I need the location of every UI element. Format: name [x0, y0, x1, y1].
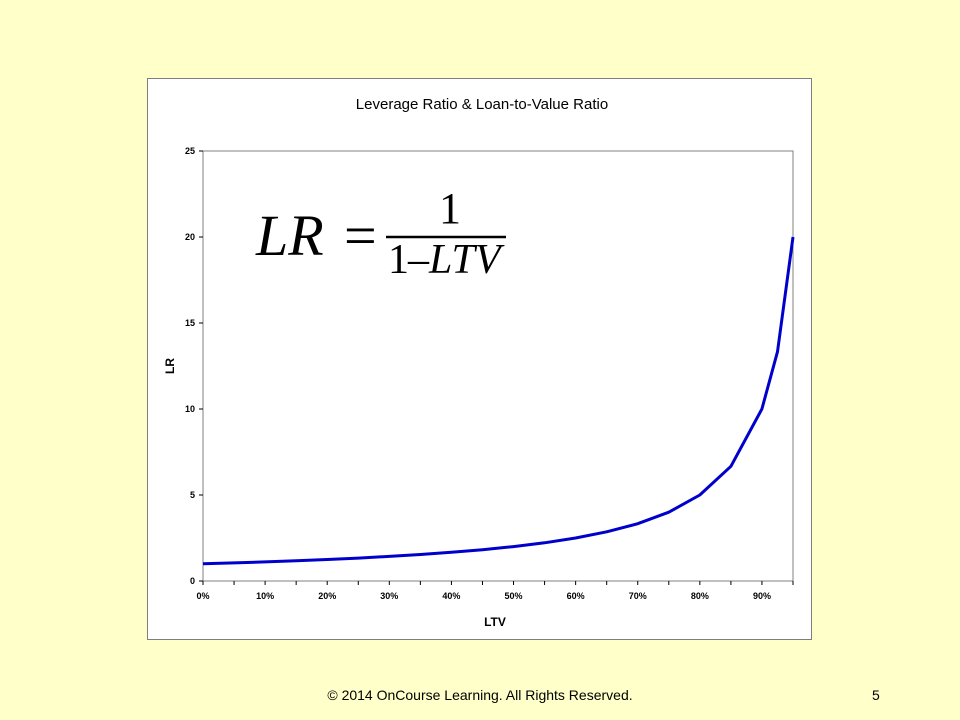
formula: LR = 1 1 – LTV: [255, 184, 506, 283]
x-tick-label: 20%: [318, 591, 336, 601]
x-tick-label: 10%: [256, 591, 274, 601]
y-tick-label: 0: [190, 576, 195, 586]
y-axis-label: LR: [163, 358, 177, 374]
x-tick-label: 0%: [196, 591, 209, 601]
x-axis-ticks: 0% 10% 20% 30% 40% 50% 60% 70% 80% 90%: [196, 581, 794, 601]
formula-numerator: 1: [439, 184, 461, 233]
x-tick-label: 90%: [753, 591, 771, 601]
slide-footer: © 2014 OnCourse Learning. All Rights Res…: [0, 687, 960, 707]
formula-denominator-one: 1: [388, 237, 409, 283]
y-axis-ticks: 0 5 10 15 20 25: [185, 146, 203, 586]
formula-lhs: LR: [255, 203, 324, 268]
formula-equals: =: [344, 203, 377, 268]
x-tick-label: 30%: [380, 591, 398, 601]
page-number: 5: [872, 687, 880, 703]
x-axis-label: LTV: [484, 615, 506, 629]
x-tick-label: 80%: [691, 591, 709, 601]
formula-denominator-var: LTV: [428, 237, 505, 283]
copyright-text: © 2014 OnCourse Learning. All Rights Res…: [327, 687, 633, 703]
x-tick-label: 60%: [567, 591, 585, 601]
y-tick-label: 15: [185, 318, 195, 328]
chart-svg: Leverage Ratio & Loan-to-Value Ratio 0 5 1…: [163, 96, 795, 629]
x-tick-label: 50%: [505, 591, 523, 601]
y-tick-label: 25: [185, 146, 195, 156]
chart-frame: Leverage Ratio & Loan-to-Value Ratio 0 5 1…: [147, 78, 812, 640]
chart-title: Leverage Ratio & Loan-to-Value Ratio: [356, 96, 608, 113]
x-tick-label: 70%: [629, 591, 647, 601]
formula-denominator-minus: –: [407, 237, 430, 283]
series-line-lr: [202, 236, 795, 566]
y-tick-label: 10: [185, 404, 195, 414]
y-tick-label: 20: [185, 232, 195, 242]
x-tick-label: 40%: [442, 591, 460, 601]
y-tick-label: 5: [190, 490, 195, 500]
plot-area: [202, 150, 794, 582]
